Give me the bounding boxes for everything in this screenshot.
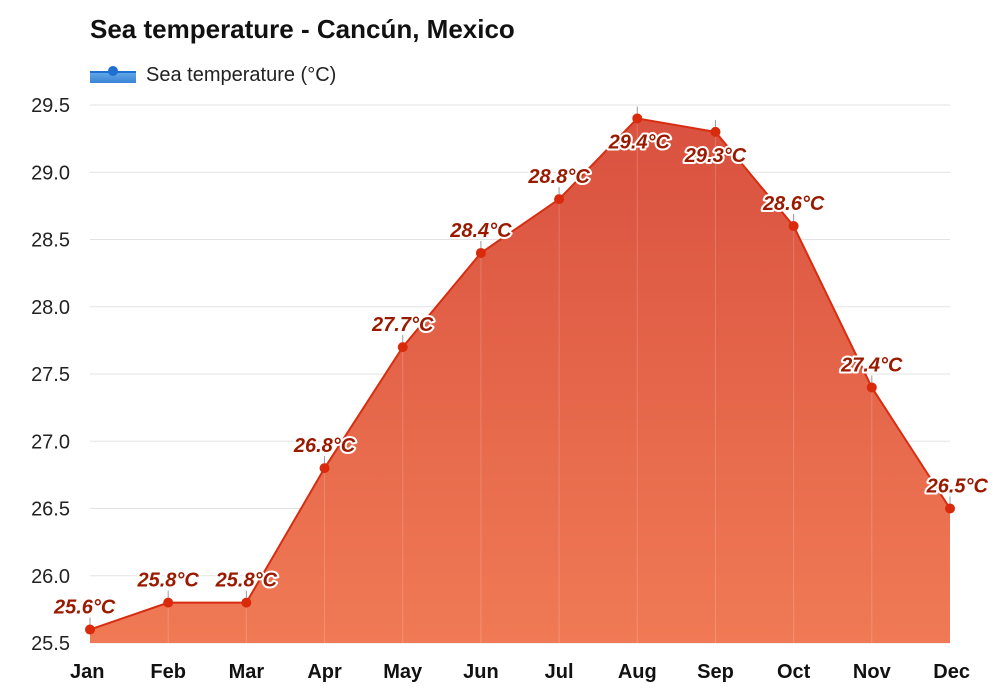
legend-swatch [90, 66, 136, 83]
y-tick-label: 29.5 [31, 95, 70, 117]
data-markers [85, 113, 955, 635]
y-tick-label: 26.0 [31, 566, 70, 588]
data-point-dec [945, 503, 955, 514]
plot-area [89, 117, 951, 643]
data-point-apr [319, 463, 330, 474]
legend-swatch-dot [108, 66, 118, 76]
x-tick-label-jun: Jun [463, 661, 499, 683]
area-fill [90, 118, 950, 643]
x-tick-label-feb: Feb [150, 661, 186, 683]
data-label-apr: 26.8°C [293, 435, 356, 457]
x-tick-label-sep: Sep [697, 661, 734, 683]
data-point-may [397, 342, 408, 353]
y-tick-label: 29.0 [31, 162, 70, 184]
y-tick-label: 27.5 [31, 364, 70, 386]
data-point-jun [475, 247, 486, 258]
data-point-aug [632, 113, 643, 124]
data-label-mar: 25.8°C [215, 570, 278, 592]
data-label-nov: 27.4°C [840, 354, 903, 376]
data-point-jan [85, 624, 95, 635]
x-tick-label-nov: Nov [853, 661, 892, 683]
data-label-jul: 28.8°C [527, 166, 590, 188]
chart-title: Sea temperature - Cancún, Mexico [90, 14, 515, 44]
y-axis: 25.5 26.0 26.5 27.0 27.5 28.0 28.5 29.0 29.5 [31, 95, 70, 655]
data-label-dec: 26.5°C [926, 476, 989, 498]
x-tick-label-mar: Mar [229, 661, 265, 683]
y-tick-label: 25.5 [31, 633, 70, 655]
x-tick-label-dec: Dec [933, 661, 970, 683]
data-label-oct: 28.6°C [762, 193, 825, 215]
chart-legend[interactable]: Sea temperature (°C) [90, 62, 336, 88]
data-label-aug: 29.4°C [608, 131, 671, 153]
x-tick-label-may: May [383, 661, 423, 683]
data-point-mar [241, 597, 252, 608]
data-label-may: 27.7°C [371, 314, 434, 336]
x-tick-label-jul: Jul [545, 661, 574, 683]
data-labels: 25.6°C 25.8°C 25.8°C 26.8°C 27.7°C 28.4°C 28.8… [51, 106, 991, 625]
x-tick-label-oct: Oct [777, 661, 811, 683]
x-tick-label-jan: Jan [70, 661, 104, 683]
y-tick-label: 26.5 [31, 499, 70, 521]
data-point-nov [866, 382, 877, 393]
data-point-feb [163, 597, 174, 608]
series-line [89, 117, 951, 631]
data-point-jul [554, 194, 565, 205]
data-label-jun: 28.4°C [449, 220, 512, 242]
legend-label: Sea temperature (°C) [146, 63, 337, 86]
x-axis: Jan Feb Mar Apr May Jun Jul Aug Sep Oct Nov Dec [70, 661, 970, 683]
x-tick-label-aug: Aug [618, 661, 657, 683]
data-label-jan: 25.6°C [53, 597, 116, 619]
y-tick-label: 28.0 [31, 297, 70, 319]
data-label-feb: 25.8°C [136, 570, 199, 592]
data-point-sep [710, 126, 721, 137]
y-tick-label: 28.5 [31, 230, 70, 252]
data-point-oct [788, 221, 799, 232]
x-tick-label-apr: Apr [307, 661, 342, 683]
data-label-sep: 29.3°C [684, 145, 747, 167]
y-tick-label: 27.0 [31, 431, 70, 453]
